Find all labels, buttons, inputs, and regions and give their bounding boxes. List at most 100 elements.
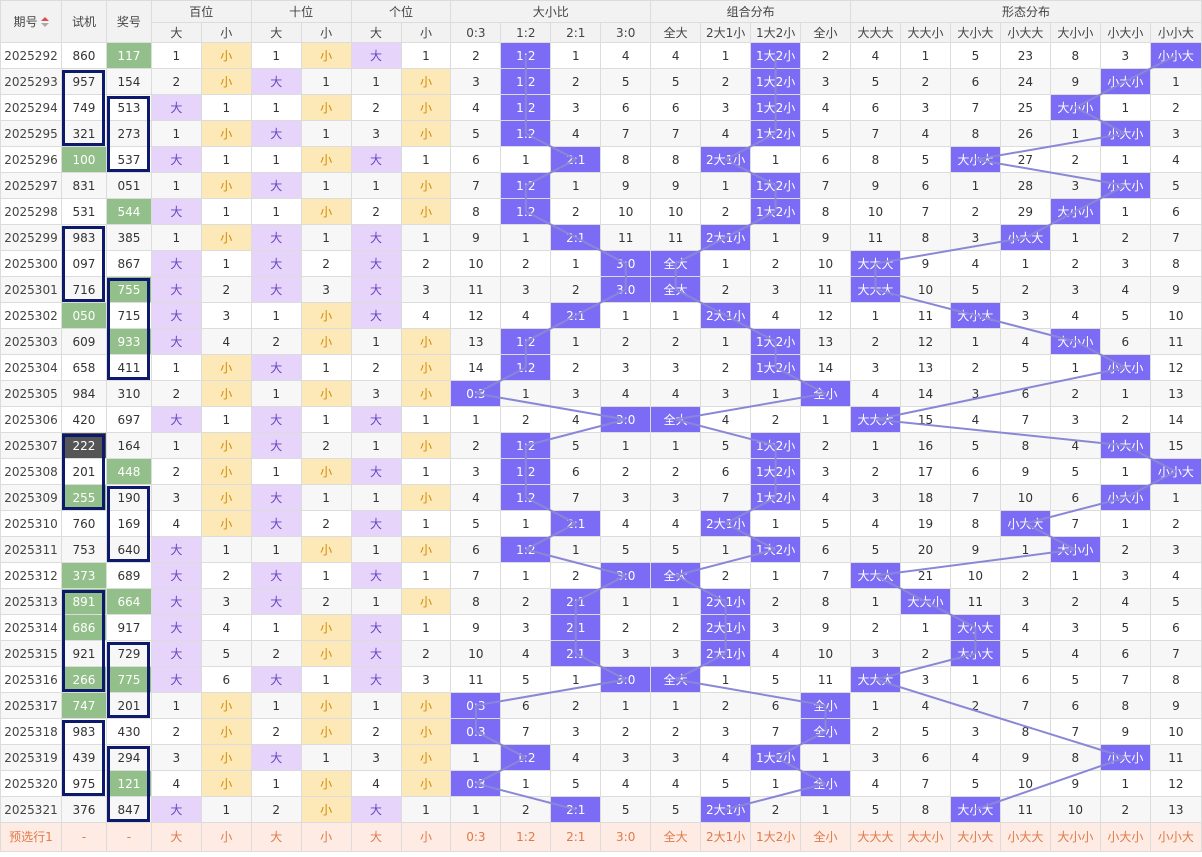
trend-cell: 1 [400,562,452,589]
trend-cell: 2 [500,588,552,615]
trend-cell: 4 [600,510,652,537]
trend-cell: 小 [400,354,452,381]
trend-cell: 1 [500,146,552,173]
trend-cell: 8 [1099,692,1151,719]
trend-cell: 2 [750,588,802,615]
trend-cell: 大 [250,406,302,433]
jianghao-cell: 154 [105,68,152,95]
forecast-shiji: - [60,822,107,852]
forecast-option[interactable]: 小 [200,822,252,852]
trend-cell: 小 [400,328,452,355]
trend-cell: 大 [150,562,202,589]
trend-cell: 3 [550,718,602,745]
trend-cell: 4 [150,770,202,797]
trend-cell: 1 [200,146,252,173]
trend-cell: 10 [1149,718,1202,745]
forecast-option[interactable]: 大 [250,822,302,852]
forecast-option[interactable]: 大小大 [949,822,1001,852]
trend-cell: 3 [949,224,1001,251]
forecast-option[interactable]: 0:3 [450,822,502,852]
jianghao-cell: 294 [105,744,152,771]
forecast-option[interactable]: 3:0 [600,822,652,852]
trend-cell: 小大大 [999,224,1051,251]
trend-cell: 2 [750,406,802,433]
forecast-option[interactable]: 大 [150,822,202,852]
forecast-option[interactable]: 全大 [650,822,702,852]
trend-cell: 2 [550,276,602,303]
trend-cell: 1 [949,328,1001,355]
trend-cell: 大 [350,146,402,173]
trend-cell: 大 [250,666,302,693]
forecast-option[interactable]: 大小小 [1049,822,1101,852]
trend-cell: 6 [200,666,252,693]
trend-cell: 2大1小 [700,302,752,329]
trend-cell: 3 [999,588,1051,615]
shiji-cell: 831 [60,172,107,199]
trend-cell: 大 [150,536,202,563]
forecast-option[interactable]: 小 [300,822,352,852]
trend-cell: 24 [999,68,1051,95]
trend-cell: 10 [999,484,1051,511]
table-row: 2025315 921 729 大 5 2 小大 2 10 4 2:1 3 3 2大1小 4 10 3 2 大小大 5… [0,640,1202,667]
trend-cell: 11 [450,666,502,693]
trend-cell: 小 [200,692,252,719]
forecast-option[interactable]: 1:2 [500,822,552,852]
trend-cell: 4 [949,744,1001,771]
trend-cell: 13 [899,354,951,381]
forecast-option[interactable]: 小大大 [999,822,1051,852]
sub-header-cell: 小大小 [1099,22,1151,43]
trend-cell: 2 [300,588,352,615]
trend-cell: 1 [300,744,352,771]
forecast-option[interactable]: 2:1 [550,822,602,852]
sort-icon[interactable] [40,17,49,27]
table-row: 2025303 609 933 大 4 2 小 1 小 13 1:2 1 2 2 1 1大2小 13 2 12 1 4 大… [0,328,1202,355]
trend-cell: 1 [600,588,652,615]
trend-cell: 小 [400,120,452,147]
trend-cell: 7 [899,770,951,797]
group-header-tens: 十位 [250,0,352,23]
forecast-row[interactable]: 预选行1- - 大小大小大小 0:3 1:2 2:1 3:0 全大 2大1小 1大2小 全小 大大大大… [0,822,1202,852]
trend-cell: 3 [450,458,502,485]
trend-cell: 4 [949,406,1001,433]
trend-cell: 2 [1049,588,1101,615]
forecast-option[interactable]: 1大2小 [750,822,802,852]
period-header[interactable]: 期号 [0,0,62,43]
trend-cell: 4 [949,250,1001,277]
trend-cell: 1 [250,302,302,329]
trend-cell: 2大1小 [700,588,752,615]
trend-cell: 1 [300,562,352,589]
trend-cell: 大大小 [899,588,951,615]
forecast-option[interactable]: 小大小 [1099,822,1151,852]
forecast-option[interactable]: 全小 [800,822,852,852]
trend-cell: 14 [1149,406,1202,433]
table-row: 2025310 760 169 4 小大 2 大 1 5 1 2:1 4 4 2大1小 1 5 4 19 8 小大大 7… [0,510,1202,537]
period-cell: 2025303 [0,328,62,355]
trend-cell: 1 [450,406,502,433]
table-row: 2025297 831 051 1 小大 1 1 小 7 1:2 1 9 9 1 1大2小 7 9 6 1 28 3 小大… [0,172,1202,199]
trend-cell: 23 [999,42,1051,69]
trend-cell: 1 [550,172,602,199]
trend-cell: 1 [800,744,852,771]
forecast-option[interactable]: 2大1小 [700,822,752,852]
trend-cell: 11 [850,224,901,251]
trend-cell: 10 [1149,302,1202,329]
trend-cell: 1大2小 [750,328,802,355]
table-row: 2025298 531 544 大 1 1 小 2 小 8 1:2 2 10 10 2 1大2小 8 10 7 2 29… [0,198,1202,225]
trend-cell: 3 [700,380,752,407]
trend-cell: 6 [700,458,752,485]
group-header-ratio: 大小比 [450,0,652,23]
trend-cell: 大 [350,250,402,277]
trend-cell: 4 [450,94,502,121]
trend-cell: 1 [350,484,402,511]
table-row: 2025294 749 513 大 1 1 小 2 小 4 1:2 3 6 6 3 1大2小 4 6 3 7 25 大小小… [0,94,1202,121]
shiji-cell: 439 [60,744,107,771]
trend-cell: 2 [350,354,402,381]
forecast-option[interactable]: 大大大 [850,822,901,852]
trend-cell: 5 [999,640,1051,667]
trend-cell: 4 [850,42,901,69]
forecast-option[interactable]: 小 [400,822,452,852]
forecast-option[interactable]: 大大小 [899,822,951,852]
forecast-option[interactable]: 小小大 [1149,822,1202,852]
forecast-option[interactable]: 大 [350,822,402,852]
trend-cell: 大 [350,510,402,537]
